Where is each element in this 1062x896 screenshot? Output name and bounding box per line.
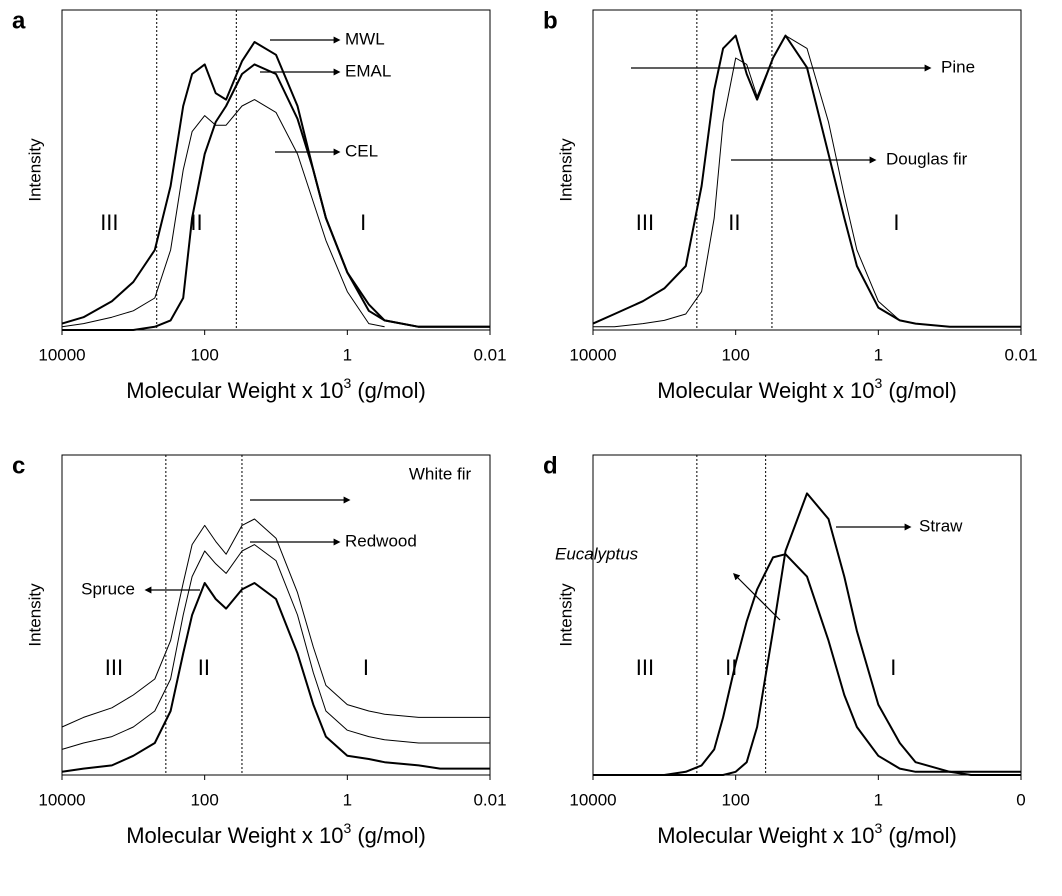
panel-letter: d xyxy=(543,452,558,479)
x-axis-label: Molecular Weight x 103 (g/mol) xyxy=(126,375,426,403)
series-label: Redwood xyxy=(345,531,417,550)
series-line xyxy=(61,582,490,773)
plot-frame xyxy=(61,9,491,331)
x-axis-label-part: Molecular Weight x 10 xyxy=(657,823,874,848)
series-label: Douglas fir xyxy=(886,149,968,168)
series-line xyxy=(593,35,1021,328)
region-label: II xyxy=(190,210,202,235)
x-tick-label: 10000 xyxy=(38,345,85,364)
region-label: III xyxy=(636,655,654,680)
plot-frame xyxy=(61,454,491,776)
panel-letter: c xyxy=(12,452,25,479)
x-axis-label: Molecular Weight x 103 (g/mol) xyxy=(657,820,957,848)
region-label: III xyxy=(100,210,118,235)
x-tick-label: 10000 xyxy=(569,345,616,364)
x-axis-label-sup: 3 xyxy=(343,820,351,836)
region-label: II xyxy=(725,655,737,680)
series-line xyxy=(61,544,490,750)
x-axis-label: Molecular Weight x 103 (g/mol) xyxy=(126,820,426,848)
series-label: Eucalyptus xyxy=(555,544,639,563)
annotation-arrow xyxy=(733,573,781,621)
series-label: MWL xyxy=(345,29,385,48)
x-tick-label: 10000 xyxy=(38,790,85,809)
x-tick-label: 1 xyxy=(343,790,352,809)
x-axis-label-part: Molecular Weight x 10 xyxy=(657,378,874,403)
x-axis-label: Molecular Weight x 103 (g/mol) xyxy=(657,375,957,403)
y-axis-label: Intensity xyxy=(556,583,575,647)
region-label: II xyxy=(728,210,740,235)
x-axis-label-part: (g/mol) xyxy=(351,823,426,848)
x-tick-label: 0.01 xyxy=(473,345,506,364)
x-axis-label-sup: 3 xyxy=(874,820,882,836)
x-axis-label-part: Molecular Weight x 10 xyxy=(126,823,343,848)
x-axis-label-part: (g/mol) xyxy=(351,378,426,403)
x-axis-label-sup: 3 xyxy=(343,375,351,391)
series-label: EMAL xyxy=(345,61,391,80)
x-tick-label: 0 xyxy=(1016,790,1025,809)
region-label: I xyxy=(893,210,899,235)
region-label: III xyxy=(105,655,123,680)
series-line xyxy=(62,63,490,331)
x-tick-label: 1 xyxy=(343,345,352,364)
series-line xyxy=(592,34,1021,328)
series-line xyxy=(61,518,490,728)
x-tick-label: 0.01 xyxy=(1004,345,1037,364)
panel: b Intensity Molecular Weight x 103 (g/mol)… xyxy=(543,7,1038,402)
x-tick-label: 1 xyxy=(874,790,883,809)
x-tick-label: 0.01 xyxy=(473,790,506,809)
x-tick-label: 100 xyxy=(721,345,749,364)
series-line xyxy=(61,41,490,328)
x-tick-label: 1 xyxy=(874,345,883,364)
x-axis-label-part: Molecular Weight x 10 xyxy=(126,378,343,403)
x-tick-label: 100 xyxy=(190,790,218,809)
y-axis-label: Intensity xyxy=(556,138,575,202)
x-tick-label: 10000 xyxy=(569,790,616,809)
x-tick-label: 100 xyxy=(190,345,218,364)
series-line xyxy=(61,99,385,328)
x-axis-label-part: (g/mol) xyxy=(882,378,957,403)
series-label: CEL xyxy=(345,141,378,160)
series-label: Pine xyxy=(941,57,975,76)
panel: d Intensity Molecular Weight x 103 (g/mol)… xyxy=(543,452,1026,847)
region-label: I xyxy=(890,655,896,680)
x-axis-label-sup: 3 xyxy=(874,375,882,391)
plot-frame xyxy=(592,454,1022,776)
plot-frame xyxy=(592,9,1022,331)
panel-letter: b xyxy=(543,7,558,34)
panel: c Intensity Molecular Weight x 103 (g/mol)… xyxy=(12,452,507,847)
x-axis-label-part: (g/mol) xyxy=(882,823,957,848)
region-label: II xyxy=(198,655,210,680)
series-label: Spruce xyxy=(81,579,135,598)
region-label: I xyxy=(363,655,369,680)
y-axis-label: Intensity xyxy=(25,583,44,647)
series-line xyxy=(593,492,1021,776)
x-tick-label: 100 xyxy=(721,790,749,809)
series-line xyxy=(593,553,1021,776)
region-label: I xyxy=(360,210,366,235)
panel-letter: a xyxy=(12,7,26,34)
region-label: III xyxy=(636,210,654,235)
y-axis-label: Intensity xyxy=(25,138,44,202)
series-label: White fir xyxy=(409,464,472,483)
series-label: Straw xyxy=(919,516,963,535)
panel: a Intensity Molecular Weight x 103 (g/mol)… xyxy=(12,7,507,402)
